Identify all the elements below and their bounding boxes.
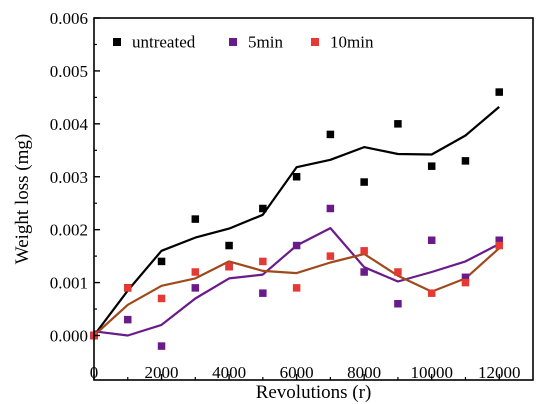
y-tick-label: 0.002 bbox=[50, 221, 88, 240]
x-tick-label: 10000 bbox=[410, 363, 453, 382]
data-point-5min bbox=[495, 236, 503, 244]
data-point-untreated bbox=[191, 215, 200, 223]
data-point-untreated bbox=[157, 257, 166, 266]
data-point-10min bbox=[292, 284, 301, 292]
legend-label: 10min bbox=[330, 33, 374, 52]
x-tick-label: 8000 bbox=[347, 363, 381, 382]
data-point-10min bbox=[427, 289, 436, 297]
x-tick-label: 4000 bbox=[212, 363, 246, 382]
legend-marker bbox=[311, 38, 319, 46]
data-point-10min bbox=[495, 241, 503, 250]
y-axis-title: Weight loss (mg) bbox=[12, 134, 33, 264]
data-point-untreated bbox=[461, 157, 470, 165]
y-tick-label: 0.000 bbox=[50, 327, 88, 346]
data-point-10min bbox=[394, 268, 402, 276]
plot-frame bbox=[93, 17, 534, 381]
data-point-untreated bbox=[394, 120, 402, 128]
data-point-untreated bbox=[259, 204, 267, 213]
x-tick-label: 6000 bbox=[280, 363, 314, 382]
data-point-5min bbox=[124, 315, 132, 324]
data-point-untreated bbox=[225, 241, 233, 250]
x-tick-label: 2000 bbox=[145, 363, 179, 382]
data-point-untreated bbox=[495, 88, 503, 96]
data-point-10min bbox=[225, 262, 233, 271]
x-axis: 0 2000 4000 6000 8000 10000 12000 bbox=[90, 363, 521, 382]
x-tick-label: 12000 bbox=[478, 363, 521, 382]
legend: untreated 5min 10min bbox=[113, 33, 374, 52]
data-point-5min bbox=[191, 284, 200, 292]
data-point-untreated bbox=[427, 162, 436, 170]
data-points bbox=[90, 88, 503, 350]
data-point-5min bbox=[360, 268, 368, 276]
fit-line-10min bbox=[93, 247, 500, 337]
data-point-10min bbox=[326, 252, 335, 260]
data-point-10min bbox=[461, 278, 470, 287]
data-point-10min bbox=[259, 257, 267, 266]
data-point-5min bbox=[427, 236, 436, 244]
fit-line-untreated bbox=[93, 106, 500, 337]
y-tick-label: 0.005 bbox=[50, 62, 88, 81]
data-point-5min bbox=[461, 273, 470, 282]
y-tick-label: 0.003 bbox=[50, 168, 88, 187]
legend-label: untreated bbox=[132, 33, 196, 52]
x-axis-title: Revolutions (r) bbox=[256, 382, 372, 403]
data-point-10min bbox=[191, 268, 200, 276]
data-point-5min bbox=[157, 342, 166, 350]
data-point-untreated bbox=[326, 130, 335, 139]
y-tick-label: 0.004 bbox=[50, 115, 89, 134]
y-tick-label: 0.006 bbox=[50, 9, 88, 28]
data-point-5min bbox=[259, 289, 267, 297]
fit-lines bbox=[93, 106, 500, 337]
x-tick-label: 0 bbox=[90, 363, 99, 382]
data-point-5min bbox=[394, 300, 402, 308]
data-point-5min bbox=[292, 241, 301, 250]
data-point-untreated bbox=[360, 178, 368, 186]
y-axis: 0.000 0.001 0.002 0.003 0.004 0.005 0.006 bbox=[50, 9, 100, 346]
data-point-untreated bbox=[292, 173, 301, 181]
data-point-5min bbox=[326, 204, 335, 213]
data-point-10min bbox=[157, 294, 166, 303]
legend-marker bbox=[229, 38, 237, 46]
data-point-10min bbox=[124, 284, 132, 292]
data-point-10min bbox=[360, 247, 368, 255]
y-tick-label: 0.001 bbox=[50, 274, 88, 293]
legend-marker bbox=[113, 38, 121, 46]
legend-label: 5min bbox=[248, 33, 283, 52]
